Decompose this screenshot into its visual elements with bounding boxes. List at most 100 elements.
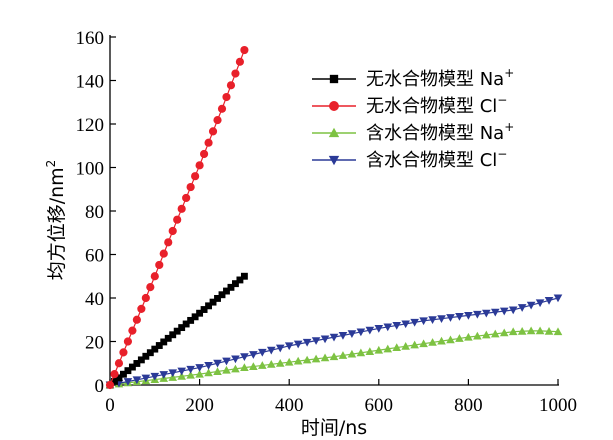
data-point [164, 334, 172, 342]
data-point [437, 336, 446, 345]
data-point [141, 374, 151, 383]
data-point [222, 92, 231, 102]
legend-label: 含水合物模型 Cl− [366, 147, 507, 171]
data-point [428, 338, 437, 346]
y-tick-label: 60 [85, 246, 104, 267]
data-point [437, 315, 446, 323]
data-point [142, 352, 150, 360]
y-tick-label: 0 [95, 376, 105, 397]
data-point [146, 349, 154, 357]
data-point [120, 370, 127, 378]
data-point [544, 326, 554, 335]
plot-area [105, 45, 563, 390]
data-point [186, 370, 195, 379]
x-tick-label: 400 [275, 395, 304, 416]
data-point [365, 326, 375, 335]
data-point [275, 358, 285, 367]
legend-label-text: 无水合物模型 Cl [366, 96, 497, 117]
legend-item-3: 含水合物模型 Na+ [312, 120, 514, 144]
legend-marker [329, 101, 339, 111]
data-point [266, 360, 276, 368]
x-tick-label: 200 [185, 395, 214, 416]
data-point [302, 338, 312, 347]
data-point [155, 260, 164, 270]
y-axis-label-superscript: 2 [44, 160, 58, 168]
data-point [266, 346, 276, 355]
data-point [191, 313, 199, 321]
y-tick-label: 40 [85, 289, 104, 310]
data-point [464, 332, 473, 341]
data-point [240, 45, 249, 55]
data-point [178, 324, 186, 332]
data-point [213, 359, 222, 368]
data-point [392, 321, 402, 330]
data-point [526, 326, 536, 335]
data-point [217, 104, 227, 113]
legend-label-superscript: + [504, 120, 514, 134]
data-point [133, 360, 141, 367]
legend-item-4: 含水合物模型 Cl− [312, 147, 507, 171]
data-point [302, 355, 312, 364]
y-tick-label: 20 [85, 333, 104, 354]
data-point [209, 298, 217, 306]
legend-item-2: 无水合物模型 Cl− [312, 93, 507, 117]
data-point [177, 204, 186, 213]
data-point [240, 353, 249, 362]
data-point [115, 374, 123, 382]
series-3 [105, 326, 563, 389]
data-point [320, 353, 330, 362]
series-1 [106, 272, 248, 389]
data-point [284, 357, 294, 366]
data-point [231, 69, 240, 78]
legend-marker [328, 155, 340, 166]
data-point [293, 356, 303, 365]
data-point [137, 304, 146, 313]
data-point [410, 318, 419, 327]
data-point [182, 193, 191, 203]
data-point [401, 320, 410, 329]
data-point [164, 238, 173, 247]
legend-marker [328, 127, 340, 138]
data-point [150, 372, 160, 381]
data-point [455, 313, 464, 321]
data-point [374, 325, 384, 333]
data-point [473, 310, 482, 319]
data-point [464, 311, 473, 320]
data-point [535, 299, 545, 308]
legend-label-superscript: − [497, 147, 507, 161]
data-point [455, 334, 464, 342]
data-point [213, 367, 222, 375]
data-point [553, 327, 563, 336]
data-point [223, 287, 230, 295]
data-point [123, 378, 133, 386]
data-point [235, 57, 245, 66]
data-point [150, 272, 159, 281]
data-point [132, 315, 141, 324]
data-point [111, 377, 118, 385]
data-point [410, 340, 419, 349]
legend-label-superscript: − [497, 93, 507, 107]
data-point [208, 127, 218, 136]
legend-label: 无水合物模型 Cl− [366, 93, 507, 117]
data-point [535, 326, 545, 335]
data-point [419, 339, 428, 348]
data-point [508, 327, 518, 336]
data-point [446, 314, 455, 322]
data-point [196, 309, 204, 317]
data-point [141, 293, 150, 303]
data-point [508, 306, 518, 315]
data-point [231, 364, 240, 373]
data-point [186, 365, 195, 374]
data-point [347, 349, 357, 358]
data-point [236, 276, 244, 284]
data-point [169, 331, 177, 339]
data-point [231, 355, 240, 364]
data-point [186, 182, 195, 192]
data-point [311, 354, 321, 363]
data-point [195, 369, 204, 378]
x-tick-label: 0 [105, 395, 115, 416]
axes: 0 200 400 600 800 1000 0 20 40 60 80 100 120 140 160 [76, 28, 578, 416]
data-point [499, 328, 509, 337]
data-point [168, 369, 178, 378]
